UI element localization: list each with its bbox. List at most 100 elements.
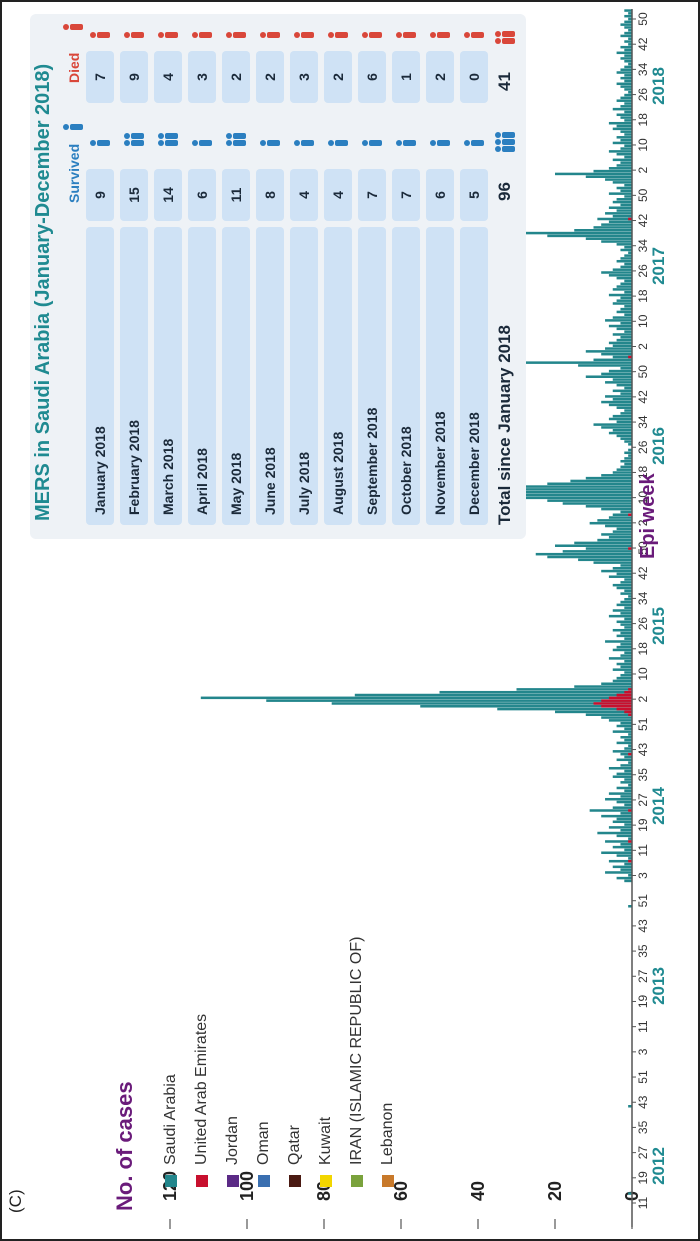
bar xyxy=(624,823,632,826)
bar xyxy=(616,406,632,409)
bar xyxy=(624,727,632,731)
bar xyxy=(608,719,633,722)
legend-item: Jordan xyxy=(224,1116,242,1187)
bar xyxy=(585,505,632,508)
bar xyxy=(616,634,632,638)
bar xyxy=(620,68,633,71)
bar xyxy=(608,293,633,297)
legend-label: Qatar xyxy=(286,1124,303,1165)
bar xyxy=(620,736,633,739)
bar xyxy=(497,707,632,711)
bar xyxy=(628,17,633,21)
bar xyxy=(624,79,632,83)
x-tick-label: 3 xyxy=(636,1048,650,1055)
bar xyxy=(620,321,633,325)
bar xyxy=(620,161,633,164)
bar xyxy=(605,395,632,398)
bar xyxy=(612,820,632,824)
bar xyxy=(612,141,632,145)
bar xyxy=(620,57,633,60)
bar xyxy=(620,412,633,415)
bar xyxy=(616,276,632,280)
x-tick-label: 2 xyxy=(636,343,650,350)
legend-swatch xyxy=(320,1175,332,1187)
bar xyxy=(620,612,633,615)
year-label: 2012 xyxy=(649,1147,668,1185)
x-tick-label: 42 xyxy=(636,566,650,580)
bar xyxy=(616,299,632,302)
bar xyxy=(616,741,632,745)
bar xyxy=(624,305,632,308)
bar xyxy=(612,628,632,632)
bar xyxy=(608,536,633,539)
bar xyxy=(624,262,632,266)
bar xyxy=(597,519,632,522)
bar xyxy=(616,383,632,387)
bar xyxy=(597,831,632,835)
x-tick-label: 35 xyxy=(636,944,650,958)
bar xyxy=(628,857,633,860)
x-tick-label: 18 xyxy=(636,113,650,127)
bar xyxy=(624,440,632,443)
bar xyxy=(585,237,632,240)
row-month-label: August 2018 xyxy=(324,227,352,525)
year-label: 2016 xyxy=(649,427,668,465)
bar xyxy=(608,614,633,618)
x-tick-label: 43 xyxy=(636,743,650,757)
bar xyxy=(562,550,633,553)
bar xyxy=(624,65,632,69)
total-survived: 96 xyxy=(495,182,514,201)
legend-label: Jordan xyxy=(224,1116,241,1165)
x-tick-label: 35 xyxy=(636,1120,650,1134)
bar xyxy=(608,431,633,435)
bar xyxy=(620,96,633,100)
bar xyxy=(605,797,632,801)
bar xyxy=(616,758,632,762)
row-died-value: 7 xyxy=(86,51,114,103)
bar xyxy=(620,665,633,669)
bar xyxy=(601,474,633,477)
bar xyxy=(612,428,632,432)
bar xyxy=(620,138,633,142)
bar xyxy=(624,155,632,159)
bar xyxy=(578,364,632,367)
x-tick-label: 51 xyxy=(636,894,650,908)
bar xyxy=(612,389,632,393)
bar xyxy=(620,623,633,626)
bar xyxy=(620,105,633,108)
bar xyxy=(624,26,632,29)
bar xyxy=(612,865,632,869)
x-tick-label: 50 xyxy=(636,365,650,379)
x-tick-label: 18 xyxy=(636,465,650,479)
bar xyxy=(620,812,633,815)
bar xyxy=(624,879,632,883)
bar xyxy=(497,488,632,491)
bar xyxy=(585,713,632,716)
bar xyxy=(555,172,632,176)
bar xyxy=(612,200,632,204)
bar xyxy=(624,144,632,148)
bar xyxy=(616,243,632,246)
bar xyxy=(628,783,633,787)
row-died-value: 1 xyxy=(392,51,420,103)
bar xyxy=(612,609,632,612)
bar xyxy=(620,510,633,514)
bar xyxy=(608,369,633,373)
bar xyxy=(620,654,633,657)
bar xyxy=(620,85,633,88)
bar xyxy=(601,372,633,376)
bar xyxy=(616,152,632,156)
bar xyxy=(612,471,632,474)
bar xyxy=(620,296,633,300)
bar xyxy=(628,43,633,46)
bar xyxy=(620,564,633,567)
bar xyxy=(601,240,633,243)
bar xyxy=(601,352,633,356)
bar xyxy=(589,521,633,525)
bar xyxy=(612,583,632,587)
row-month-label: September 2018 xyxy=(358,227,386,525)
bar xyxy=(616,527,632,531)
bar xyxy=(612,648,632,652)
legend-swatch xyxy=(196,1175,208,1187)
